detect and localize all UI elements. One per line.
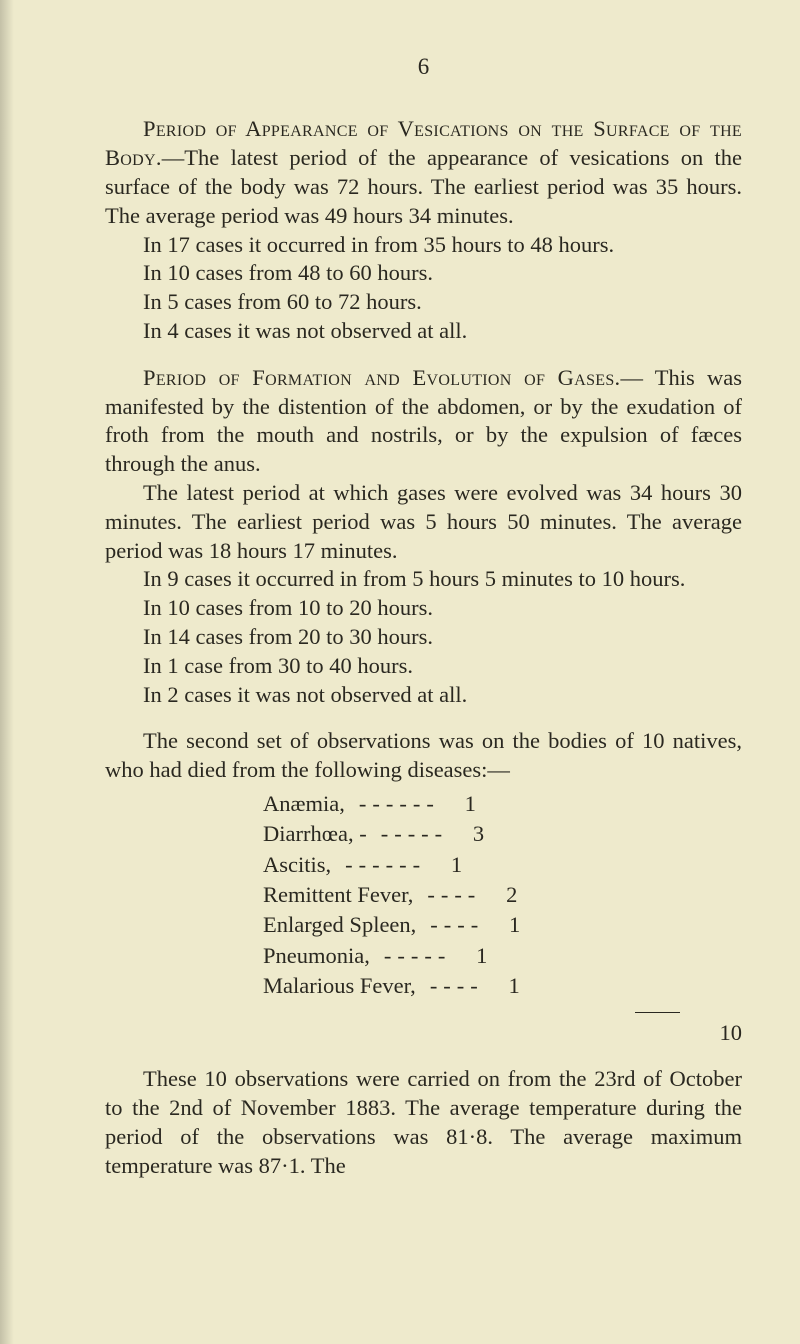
paragraph-gas-times: The latest period at which gases were ev…: [105, 479, 742, 565]
disease-row: Diarrhœa, - ----- 3: [105, 819, 742, 849]
disease-count: 1: [492, 910, 520, 940]
leader-dashes: -----: [367, 819, 456, 849]
disease-row: Malarious Fever, ---- 1: [105, 971, 742, 1001]
heading-vesications: Period of Appearance of Vesications on t…: [105, 116, 742, 170]
disease-label: Enlarged Spleen,: [263, 910, 416, 940]
disease-count: 1: [434, 850, 462, 880]
leader-dashes: ----: [416, 971, 492, 1001]
paragraph-gases: Period of Formation and Evolution of Gas…: [105, 364, 742, 479]
page-number: 6: [105, 52, 742, 81]
gas-line-2: In 14 cases from 20 to 30 hours.: [105, 623, 742, 652]
disease-list: Anæmia, ------ 1 Diarrhœa, - ----- 3 Asc…: [105, 789, 742, 1002]
gas-line-3: In 1 case from 30 to 40 hours.: [105, 652, 742, 681]
paragraph-conclusion: These 10 observations were carried on fr…: [105, 1065, 742, 1180]
disease-count: 1: [459, 941, 487, 971]
disease-label: Remittent Fever,: [263, 880, 413, 910]
disease-row: Anæmia, ------ 1: [105, 789, 742, 819]
vesic-line-4: In 4 cases it was not observed at all.: [105, 317, 742, 346]
vesic-line-1: In 17 cases it occurred in from 35 hours…: [105, 231, 742, 260]
disease-count: 1: [492, 971, 520, 1001]
leader-dashes: ------: [345, 789, 448, 819]
disease-label: Pneumonia,: [263, 941, 370, 971]
disease-row: Pneumonia, ----- 1: [105, 941, 742, 971]
gas-line-4: In 2 cases it was not observed at all.: [105, 681, 742, 710]
paragraph-second-set: The second set of observations was on th…: [105, 727, 742, 785]
disease-label: Malarious Fever,: [263, 971, 416, 1001]
leader-dashes: -----: [370, 941, 459, 971]
disease-count: 1: [448, 789, 476, 819]
leader-dashes: ----: [413, 880, 489, 910]
paragraph-vesications: Period of Appearance of Vesications on t…: [105, 115, 742, 230]
gas-line-intro: In 9 cases it occurred in from 5 hours 5…: [105, 565, 742, 594]
total-rule: [635, 1012, 680, 1013]
vesic-line-3: In 5 cases from 60 to 72 hours.: [105, 288, 742, 317]
disease-label: Anæmia,: [263, 789, 345, 819]
vesic-line-2: In 10 cases from 48 to 60 hours.: [105, 259, 742, 288]
total-count: 10: [694, 1019, 742, 1048]
disease-count: 3: [456, 819, 484, 849]
heading-gases: Period of Formation and Evolution of Gas…: [143, 365, 620, 390]
disease-row: Ascitis, ------ 1: [105, 850, 742, 880]
disease-row: Remittent Fever, ---- 2: [105, 880, 742, 910]
leader-dashes: ------: [331, 850, 434, 880]
disease-label: Diarrhœa, -: [263, 819, 367, 849]
leader-dashes: ----: [416, 910, 492, 940]
disease-label: Ascitis,: [263, 850, 331, 880]
gas-line-1: In 10 cases from 10 to 20 hours.: [105, 594, 742, 623]
disease-row: Enlarged Spleen, ---- 1: [105, 910, 742, 940]
total-row: 10: [105, 1019, 742, 1048]
disease-count: 2: [489, 880, 517, 910]
